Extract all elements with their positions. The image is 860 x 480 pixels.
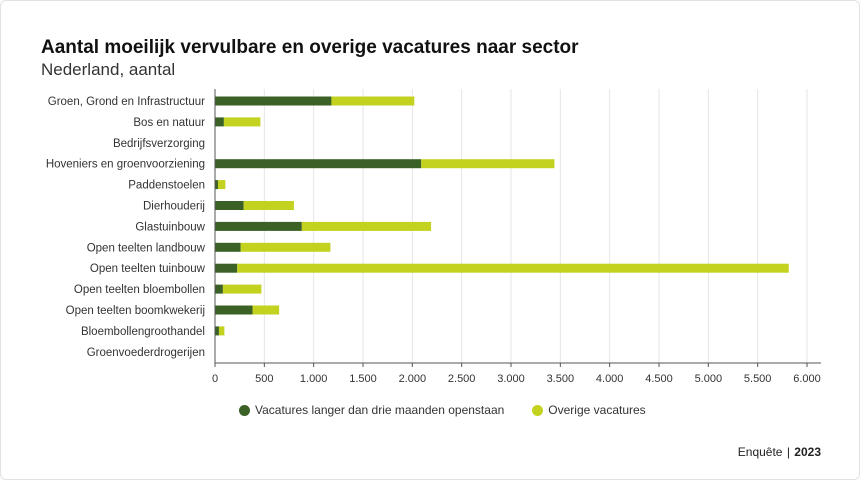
bar-series-1 bbox=[215, 305, 253, 315]
bar-series-1 bbox=[215, 201, 244, 210]
category-label: Bloembollengroothandel bbox=[81, 326, 205, 338]
legend-label-series-2: Overige vacatures bbox=[548, 403, 646, 417]
x-tick-label: 5.000 bbox=[695, 373, 723, 385]
chart-legend: Vacatures langer dan drie maanden openst… bbox=[239, 403, 674, 417]
bar-series-1 bbox=[215, 159, 422, 169]
x-tick-label: 6.000 bbox=[793, 373, 821, 385]
x-tick-label: 1.500 bbox=[349, 373, 377, 385]
x-tick-label: 2.000 bbox=[399, 373, 427, 385]
bar-series-2 bbox=[237, 263, 789, 273]
category-label: Paddenstoelen bbox=[128, 180, 205, 192]
source-year: 2023 bbox=[794, 445, 821, 459]
x-tick-label: 5.500 bbox=[744, 373, 772, 385]
x-tick-label: 0 bbox=[212, 373, 218, 385]
bar-series-1 bbox=[215, 284, 223, 294]
bar-series-1 bbox=[215, 117, 224, 127]
source-label: Enquête bbox=[737, 445, 783, 459]
legend-item-series-1[interactable]: Vacatures langer dan drie maanden openst… bbox=[239, 403, 504, 417]
legend-swatch-series-1 bbox=[239, 404, 250, 416]
bar-series-2 bbox=[222, 284, 262, 294]
bar-series-2 bbox=[218, 326, 225, 336]
bar-series-1 bbox=[215, 180, 218, 190]
category-label: Open teelten tuinbouw bbox=[90, 263, 206, 275]
category-label: Bedrijfsverzorging bbox=[113, 138, 205, 150]
bar-series-2 bbox=[217, 180, 226, 190]
bar-series-2 bbox=[243, 201, 294, 210]
bar-series-2 bbox=[301, 221, 432, 231]
x-tick-label: 3.000 bbox=[497, 373, 525, 385]
category-label: Open teelten bloembollen bbox=[74, 284, 205, 296]
chart-title: Aantal moeilijk vervulbare en overige va… bbox=[41, 37, 579, 58]
x-tick-label: 1.000 bbox=[300, 373, 328, 385]
bar-series-2 bbox=[223, 117, 261, 127]
bar-series-2 bbox=[252, 305, 280, 315]
x-tick-label: 4.000 bbox=[596, 373, 624, 385]
bar-series-1 bbox=[215, 263, 238, 273]
x-tick-label: 3.500 bbox=[547, 373, 575, 385]
bar-series-2 bbox=[240, 242, 331, 252]
legend-label-series-1: Vacatures langer dan drie maanden openst… bbox=[255, 403, 505, 417]
legend-item-series-2[interactable]: Overige vacatures bbox=[532, 403, 646, 417]
category-label: Groen, Grond en Infrastructuur bbox=[48, 96, 205, 108]
x-tick-label: 4.500 bbox=[645, 373, 673, 385]
x-tick-label: 2.500 bbox=[448, 373, 476, 385]
bar-series-1 bbox=[215, 96, 332, 106]
category-label: Hoveniers en groenvoorziening bbox=[46, 159, 205, 171]
x-tick-label: 500 bbox=[255, 373, 273, 385]
bar-series-2 bbox=[421, 159, 555, 169]
source-separator: | bbox=[786, 445, 790, 459]
bar-series-1 bbox=[215, 326, 219, 336]
bar-series-1 bbox=[215, 221, 302, 231]
legend-swatch-series-2 bbox=[532, 404, 544, 416]
category-label: Groenvoederdrogerijen bbox=[87, 347, 205, 359]
category-label: Open teelten landbouw bbox=[87, 242, 206, 254]
category-label: Bos en natuur bbox=[133, 117, 205, 129]
chart-subtitle: Nederland, aantal bbox=[41, 60, 176, 79]
category-label: Glastuinbouw bbox=[135, 221, 205, 233]
source-note: Enquête | 2023 bbox=[738, 445, 821, 459]
bar-series-2 bbox=[331, 96, 415, 106]
bar-series-1 bbox=[215, 242, 241, 252]
category-label: Dierhouderij bbox=[143, 201, 205, 213]
category-label: Open teelten boomkwekerij bbox=[66, 305, 205, 317]
